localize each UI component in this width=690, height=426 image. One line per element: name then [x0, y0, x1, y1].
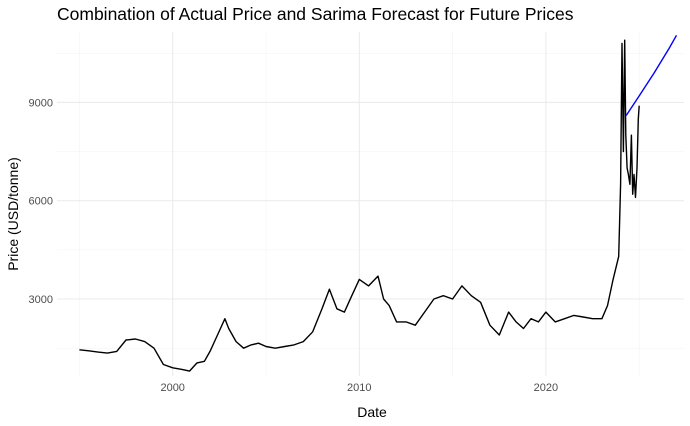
- series-line-1: [79, 39, 640, 372]
- y-tick-label: 6000: [29, 196, 53, 208]
- series-lines: [79, 34, 678, 372]
- y-tick-label: 9000: [29, 97, 53, 109]
- y-tick-label: 3000: [29, 294, 53, 306]
- x-axis-title: Date: [357, 404, 387, 420]
- x-axis-ticks: 2000 2010 2020: [160, 382, 558, 394]
- chart-title: Combination of Actual Price and Sarima F…: [57, 4, 574, 24]
- y-axis-title: Price (USD/tonne): [5, 157, 21, 271]
- x-tick-label: 2010: [347, 382, 371, 394]
- x-tick-label: 2000: [160, 382, 184, 394]
- series-line-2: [625, 34, 678, 116]
- x-tick-label: 2020: [534, 382, 558, 394]
- y-axis-ticks: 3000 6000 9000: [29, 97, 53, 306]
- minor-gridlines: [57, 32, 684, 376]
- major-gridlines: [57, 32, 684, 376]
